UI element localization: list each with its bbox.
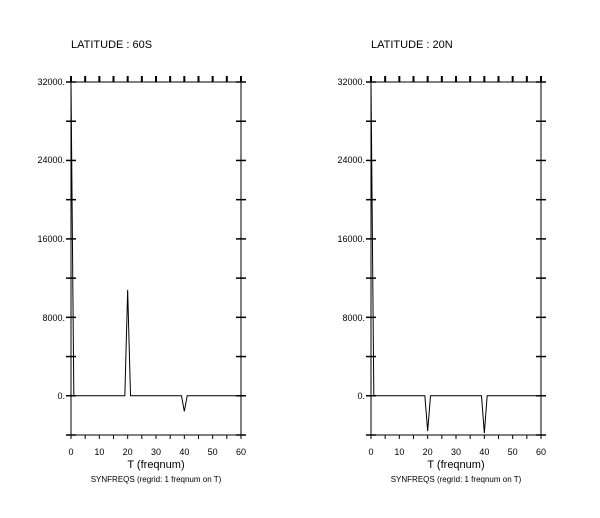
x-tick-label: 0: [68, 447, 73, 457]
x-tick-label: 30: [451, 447, 461, 457]
y-tick-label: 24000.: [37, 155, 65, 165]
y-tick-label: 24000.: [337, 155, 365, 165]
panel-title: LATITUDE : 20N: [371, 39, 453, 51]
x-tick-label: 60: [236, 447, 246, 457]
y-tick-label: 16000.: [337, 234, 365, 244]
panel-left: LATITUDE : 60S 32000. 24000. 16000. 8000…: [37, 39, 246, 484]
x-tick-label: 20: [123, 447, 133, 457]
x-tick-label: 30: [151, 447, 161, 457]
series-line: [370, 81, 541, 434]
x-tick-label: 10: [394, 447, 404, 457]
panel-title: LATITUDE : 60S: [71, 39, 152, 51]
x-tick-label: 60: [536, 447, 546, 457]
x-tick-label: 10: [94, 447, 104, 457]
y-tick-label: 0.: [57, 391, 65, 401]
axis-ticks: [366, 76, 546, 439]
y-tick-label: 32000.: [337, 77, 365, 87]
x-tick-label: 50: [508, 447, 518, 457]
y-tick-label: 16000.: [37, 234, 65, 244]
y-tick-label: 8000.: [42, 313, 65, 323]
x-tick-labels: 0 10 20 30 40 50 60: [368, 447, 546, 457]
x-tick-label: 40: [479, 447, 489, 457]
y-tick-labels: 32000. 24000. 16000. 8000. 0.: [37, 77, 65, 401]
panel-right: LATITUDE : 20N 32000. 24000. 16000. 8000…: [337, 39, 546, 484]
x-axis-label: T (freqnum): [427, 459, 484, 471]
y-tick-label: 32000.: [37, 77, 65, 87]
x-tick-labels: 0 10 20 30 40 50 60: [68, 447, 246, 457]
x-tick-label: 40: [179, 447, 189, 457]
x-tick-label: 50: [208, 447, 218, 457]
caption: SYNFREQS (regrid: 1 freqnum on T): [91, 475, 222, 484]
axis-ticks: [66, 76, 246, 439]
x-axis-label: T (freqnum): [127, 459, 184, 471]
plot-frame: [70, 81, 242, 436]
x-tick-label: 0: [368, 447, 373, 457]
caption: SYNFREQS (regrid: 1 freqnum on T): [391, 475, 522, 484]
y-tick-label: 8000.: [342, 313, 365, 323]
plot-frame: [370, 81, 542, 436]
series-line: [70, 81, 241, 412]
x-tick-label: 20: [423, 447, 433, 457]
y-tick-label: 0.: [357, 391, 365, 401]
y-tick-labels: 32000. 24000. 16000. 8000. 0.: [337, 77, 365, 401]
